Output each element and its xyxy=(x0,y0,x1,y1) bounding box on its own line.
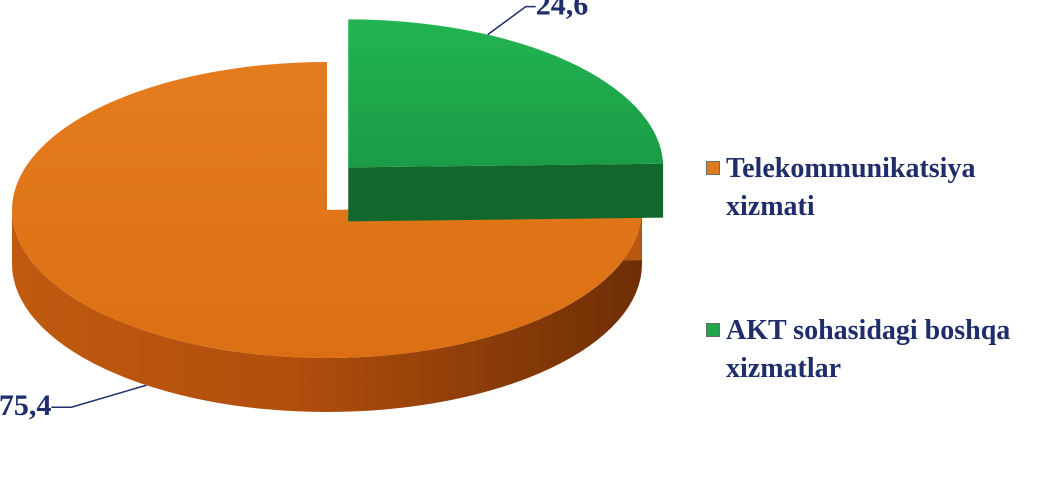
legend-swatch-orange xyxy=(706,161,720,175)
legend-item-akt: AKT sohasidagi boshqa xizmatlar xyxy=(706,312,1064,388)
slice-akt-boshqa xyxy=(348,19,664,168)
slice-cut-wall-akt-right xyxy=(348,163,664,222)
slice-side-telekommunikatsiya xyxy=(12,210,642,412)
legend-label: Telekommunikatsiya xizmati xyxy=(726,153,976,222)
pie-chart: 24,6 75,4 xyxy=(0,0,664,422)
data-label-telekommunikatsiya: 75,4 xyxy=(0,389,51,422)
leader-line-telekommunikatsiya xyxy=(51,384,147,408)
data-label-akt: 24,6 xyxy=(536,0,589,22)
legend-item-telekommunikatsiya: Telekommunikatsiya xizmati xyxy=(706,150,1064,226)
leader-line-akt xyxy=(487,5,536,36)
slice-telekommunikatsiya xyxy=(12,62,643,358)
legend-label: AKT sohasidagi boshqa xizmatlar xyxy=(726,315,1011,384)
legend-swatch-green xyxy=(706,323,720,337)
